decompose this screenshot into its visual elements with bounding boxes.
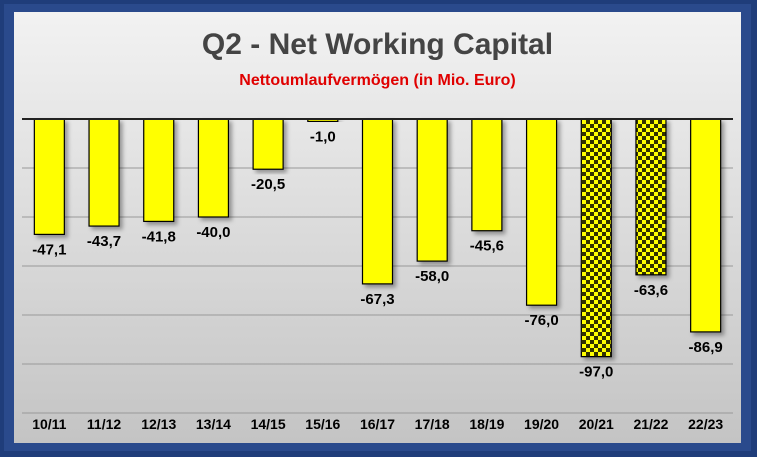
bar-12-13	[143, 118, 175, 223]
bar-21-22	[635, 118, 667, 276]
x-tick-label: 16/17	[360, 416, 395, 432]
chart-panel: Q2 - Net Working Capital Nettoumlaufverm…	[14, 12, 741, 443]
data-label: -63,6	[634, 282, 668, 299]
bar-20-21	[580, 118, 612, 358]
chart-title: Q2 - Net Working Capital	[201, 28, 554, 61]
bar-19-20	[525, 118, 558, 306]
x-tick-label: 18/19	[469, 416, 504, 432]
bar-13-14	[197, 118, 230, 218]
x-tick-label: 15/16	[305, 416, 340, 432]
chart-subtitle: Nettoumlaufvermögen (in Mio. Euro)	[239, 72, 516, 89]
bar-18-19	[471, 118, 503, 232]
x-tick-label: 11/12	[87, 416, 121, 432]
data-label: -20,5	[251, 176, 285, 193]
data-label: -67,3	[360, 291, 394, 308]
bar-16-17	[361, 118, 394, 285]
data-label: -47,1	[32, 241, 66, 258]
x-tick-label: 10/11	[32, 416, 66, 432]
bar-chart: -47,1 10/11 -43,7 11/12 -41,8 12/13 -40,0 13/14…	[22, 118, 733, 432]
data-label: -86,9	[689, 339, 723, 356]
x-tick-label: 22/23	[688, 416, 723, 432]
x-tick-label: 14/15	[251, 416, 286, 432]
x-tick-label: 20/21	[579, 416, 614, 432]
bar-17-18	[416, 118, 448, 262]
x-tick-label: 12/13	[141, 416, 176, 432]
bar-10-11	[33, 118, 65, 235]
data-label: -97,0	[579, 364, 613, 381]
bar-14-15	[252, 118, 284, 170]
bar-11-12	[88, 118, 120, 227]
x-tick-label: 19/20	[524, 416, 559, 432]
data-label: -41,8	[142, 228, 176, 245]
data-label: -43,7	[87, 233, 121, 250]
bar-22-23	[690, 118, 722, 333]
data-label: -58,0	[415, 268, 449, 285]
x-tick-label: 17/18	[415, 416, 450, 432]
x-tick-label: 21/22	[633, 416, 668, 432]
data-label: -76,0	[524, 312, 558, 329]
data-label: -40,0	[196, 224, 230, 241]
x-tick-label: 13/14	[196, 416, 231, 432]
chart-frame: Q2 - Net Working Capital Nettoumlaufverm…	[4, 4, 751, 451]
data-label: -1,0	[310, 128, 336, 145]
data-label: -45,6	[470, 238, 504, 255]
